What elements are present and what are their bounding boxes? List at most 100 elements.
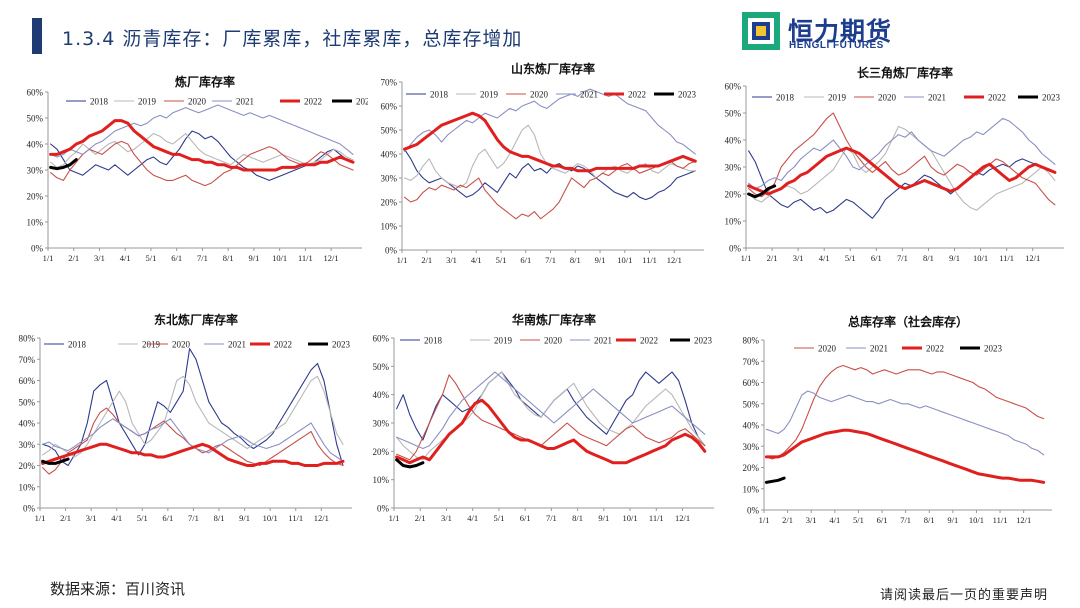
series-line-2019 <box>50 133 354 168</box>
x-tick-label: 11/1 <box>649 513 664 523</box>
y-tick-label: 60% <box>743 378 760 388</box>
y-tick-label: 30% <box>19 440 36 450</box>
x-tick-label: 7/1 <box>546 513 557 523</box>
y-tick-label: 20% <box>381 198 398 208</box>
x-tick-label: 7/1 <box>197 253 208 263</box>
x-tick-label: 1/1 <box>741 253 752 263</box>
x-tick-label: 3/1 <box>441 513 452 523</box>
x-tick-label: 4/1 <box>467 513 478 523</box>
legend-label-2022: 2022 <box>628 90 646 100</box>
x-tick-label: 6/1 <box>520 255 531 265</box>
y-tick-label: 0% <box>729 244 742 254</box>
legend-label-2023: 2023 <box>694 336 713 346</box>
y-tick-label: 0% <box>23 504 36 514</box>
x-tick-label: 5/1 <box>845 253 856 263</box>
legend-label-2023: 2023 <box>678 90 697 100</box>
y-tick-label: 70% <box>743 357 760 367</box>
y-tick-label: 40% <box>381 150 398 160</box>
legend-label-2018: 2018 <box>776 93 795 103</box>
x-tick-label: 2/1 <box>782 515 793 525</box>
x-tick-label: 7/1 <box>188 513 199 523</box>
y-tick-label: 50% <box>725 109 742 119</box>
series-line-2019 <box>42 375 344 458</box>
chart-title: 炼厂库存率 <box>175 74 235 89</box>
x-tick-label: 1/1 <box>759 515 770 525</box>
legend-label-2020: 2020 <box>530 90 549 100</box>
series-line-2022 <box>764 428 1046 484</box>
y-tick-label: 50% <box>743 399 760 409</box>
legend-label-2018: 2018 <box>430 90 449 100</box>
x-tick-label: 9/1 <box>595 255 606 265</box>
logo-mark-icon <box>742 12 780 50</box>
x-tick-label: 12/1 <box>1025 253 1040 263</box>
x-tick-label: 11/1 <box>642 255 657 265</box>
chart-yangtze-delta-inventory: 长三角炼厂库存率 0% 10% 20% 30% 40% 50% 60% 1/1 2/1 3/1 4/1… <box>725 65 1064 263</box>
x-tick-label: 3/1 <box>806 515 817 525</box>
legend-label-2022: 2022 <box>988 93 1006 103</box>
x-tick-label: 4/1 <box>111 513 122 523</box>
legend-label-2023: 2023 <box>356 97 368 107</box>
y-tick-label: 70% <box>19 355 36 365</box>
series-line-2022 <box>41 442 345 467</box>
series-line-2022 <box>395 398 707 465</box>
series-line-2023 <box>395 458 425 469</box>
series-line-2018 <box>396 371 706 447</box>
y-tick-label: 40% <box>743 421 760 431</box>
y-tick-label: 20% <box>19 461 36 471</box>
y-tick-label: 80% <box>743 336 760 346</box>
series-line-2022 <box>403 111 697 173</box>
series-line-2020 <box>403 160 696 220</box>
x-tick-label: 10/1 <box>617 255 632 265</box>
series-line-2021 <box>765 390 1045 456</box>
x-tick-label: 8/1 <box>223 253 234 263</box>
y-tick-label: 70% <box>381 78 398 88</box>
x-tick-label: 5/1 <box>853 515 864 525</box>
legend-label-2023: 2023 <box>1042 93 1061 103</box>
x-tick-label: 8/1 <box>923 253 934 263</box>
x-tick-label: 4/1 <box>471 255 482 265</box>
y-tick-label: 50% <box>19 397 36 407</box>
x-tick-label: 4/1 <box>819 253 830 263</box>
series-line-2021 <box>50 104 354 158</box>
series-line-2019 <box>396 371 706 461</box>
x-tick-label: 2/1 <box>767 253 778 263</box>
x-tick-label: 8/1 <box>214 513 225 523</box>
x-tick-label: 5/1 <box>137 513 148 523</box>
y-tick-label: 10% <box>381 222 398 232</box>
legend-label-2019: 2019 <box>480 90 499 100</box>
company-logo: 恒力期货 HENGLI FUTURES <box>742 10 912 54</box>
series-line-2022 <box>49 119 355 172</box>
y-tick-label: 60% <box>27 88 44 98</box>
series-line-2021 <box>403 88 696 155</box>
x-tick-label: 10/1 <box>973 253 988 263</box>
y-tick-label: 0% <box>377 504 390 514</box>
legend-label-2019: 2019 <box>138 97 157 107</box>
y-tick-label: 40% <box>725 136 742 146</box>
y-tick-label: 50% <box>27 114 44 124</box>
x-tick-label: 10/1 <box>623 513 638 523</box>
series-line-2018 <box>50 130 354 181</box>
x-tick-label: 10/1 <box>969 515 984 525</box>
legend-label-2022: 2022 <box>640 336 658 346</box>
chart-total-social-inventory: 总库存率（社会库存） 0% 10% 20% 30% 40% 50% 60% 70% 80% 1/1 2… <box>743 314 1052 525</box>
y-tick-label: 50% <box>381 126 398 136</box>
series-line-2021 <box>748 117 1056 190</box>
legend-label-2020: 2020 <box>544 336 563 346</box>
x-tick-label: 8/1 <box>570 255 581 265</box>
legend-label-2020: 2020 <box>818 344 837 354</box>
legend-label-2022: 2022 <box>304 97 322 107</box>
x-tick-label: 11/1 <box>999 253 1014 263</box>
x-tick-label: 6/1 <box>162 513 173 523</box>
x-tick-label: 9/1 <box>248 253 259 263</box>
y-tick-label: 50% <box>373 362 390 372</box>
x-tick-label: 11/1 <box>288 513 303 523</box>
x-tick-label: 5/1 <box>493 513 504 523</box>
x-tick-label: 3/1 <box>446 255 457 265</box>
series-line-2022 <box>747 146 1057 196</box>
x-tick-label: 12/1 <box>1016 515 1031 525</box>
x-tick-label: 9/1 <box>598 513 609 523</box>
legend-label-2020: 2020 <box>878 93 897 103</box>
series-line-2020 <box>748 112 1056 206</box>
x-tick-label: 10/1 <box>272 253 287 263</box>
chart-title: 东北炼厂库存率 <box>154 312 238 327</box>
